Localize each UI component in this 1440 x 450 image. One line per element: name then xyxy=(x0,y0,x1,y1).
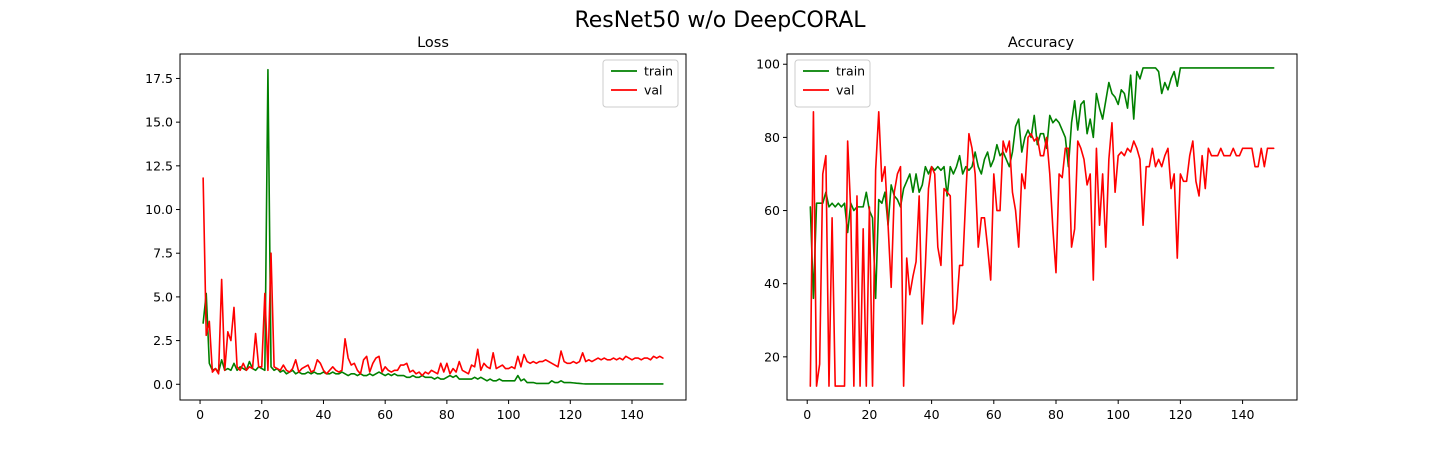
loss-series-train-line xyxy=(202,68,664,385)
accuracy-y-tick-label: 80 xyxy=(764,130,780,145)
figure-title: ResNet50 w/o DeepCORAL xyxy=(574,8,866,33)
accuracy-y-tick-label: 20 xyxy=(764,349,780,364)
accuracy-chart-title: Accuracy xyxy=(1008,35,1075,51)
loss-x-tick-label: 40 xyxy=(316,407,332,422)
accuracy-x-tick-label: 0 xyxy=(803,407,811,422)
loss-y-tick-label: 17.5 xyxy=(145,71,173,86)
loss-x-tick-label: 120 xyxy=(558,407,582,422)
loss-y-tick-label: 5.0 xyxy=(153,289,173,304)
accuracy-plot-frame xyxy=(786,53,1298,401)
loss-y-tick-label: 12.5 xyxy=(145,158,173,173)
accuracy-y-tick-label: 60 xyxy=(764,203,780,218)
loss-x-tick-label: 80 xyxy=(439,407,455,422)
loss-y-tick-label: 7.5 xyxy=(153,246,173,261)
loss-plot-area xyxy=(180,54,686,400)
accuracy-x-tick-label: 140 xyxy=(1231,407,1255,422)
accuracy-legend-val-label: val xyxy=(836,83,855,98)
loss-plot-frame xyxy=(179,53,687,401)
loss-y-tick-label: 15.0 xyxy=(145,115,173,130)
accuracy-x-tick-label: 20 xyxy=(861,407,877,422)
accuracy-legend: train val xyxy=(794,59,871,108)
loss-legend: train val xyxy=(602,59,679,108)
loss-y-tick-label: 2.5 xyxy=(153,333,173,348)
accuracy-legend-train-label: train xyxy=(836,64,865,79)
loss-x-tick-label: 20 xyxy=(254,407,270,422)
accuracy-x-tick-label: 40 xyxy=(924,407,940,422)
accuracy-series-val-line xyxy=(809,110,1275,387)
accuracy-y-tick-label: 100 xyxy=(756,57,780,72)
loss-legend-train-label: train xyxy=(644,64,673,79)
accuracy-chart: Accuracy 0 20 40 60 80 100 120 140 20406080100 … xyxy=(756,35,1298,422)
loss-chart-title: Loss xyxy=(417,35,449,51)
loss-y-tick-label: 10.0 xyxy=(145,202,173,217)
accuracy-x-tick-label: 80 xyxy=(1048,407,1064,422)
accuracy-x-tick-label: 60 xyxy=(986,407,1002,422)
loss-x-tick-label: 60 xyxy=(377,407,393,422)
loss-series-val-line xyxy=(202,177,664,377)
loss-legend-val-label: val xyxy=(644,83,663,98)
accuracy-y-tick-label: 40 xyxy=(764,276,780,291)
loss-x-tick-label: 0 xyxy=(196,407,204,422)
loss-chart: Loss 0 20 40 60 80 100 120 140 0.0 2.5 5.0 7.5 10.0… xyxy=(145,35,687,422)
accuracy-x-tick-label: 120 xyxy=(1168,407,1192,422)
accuracy-x-tick-label: 100 xyxy=(1106,407,1130,422)
loss-y-tick-label: 0.0 xyxy=(153,377,173,392)
loss-x-tick-label: 140 xyxy=(620,407,644,422)
loss-x-tick-label: 100 xyxy=(497,407,521,422)
